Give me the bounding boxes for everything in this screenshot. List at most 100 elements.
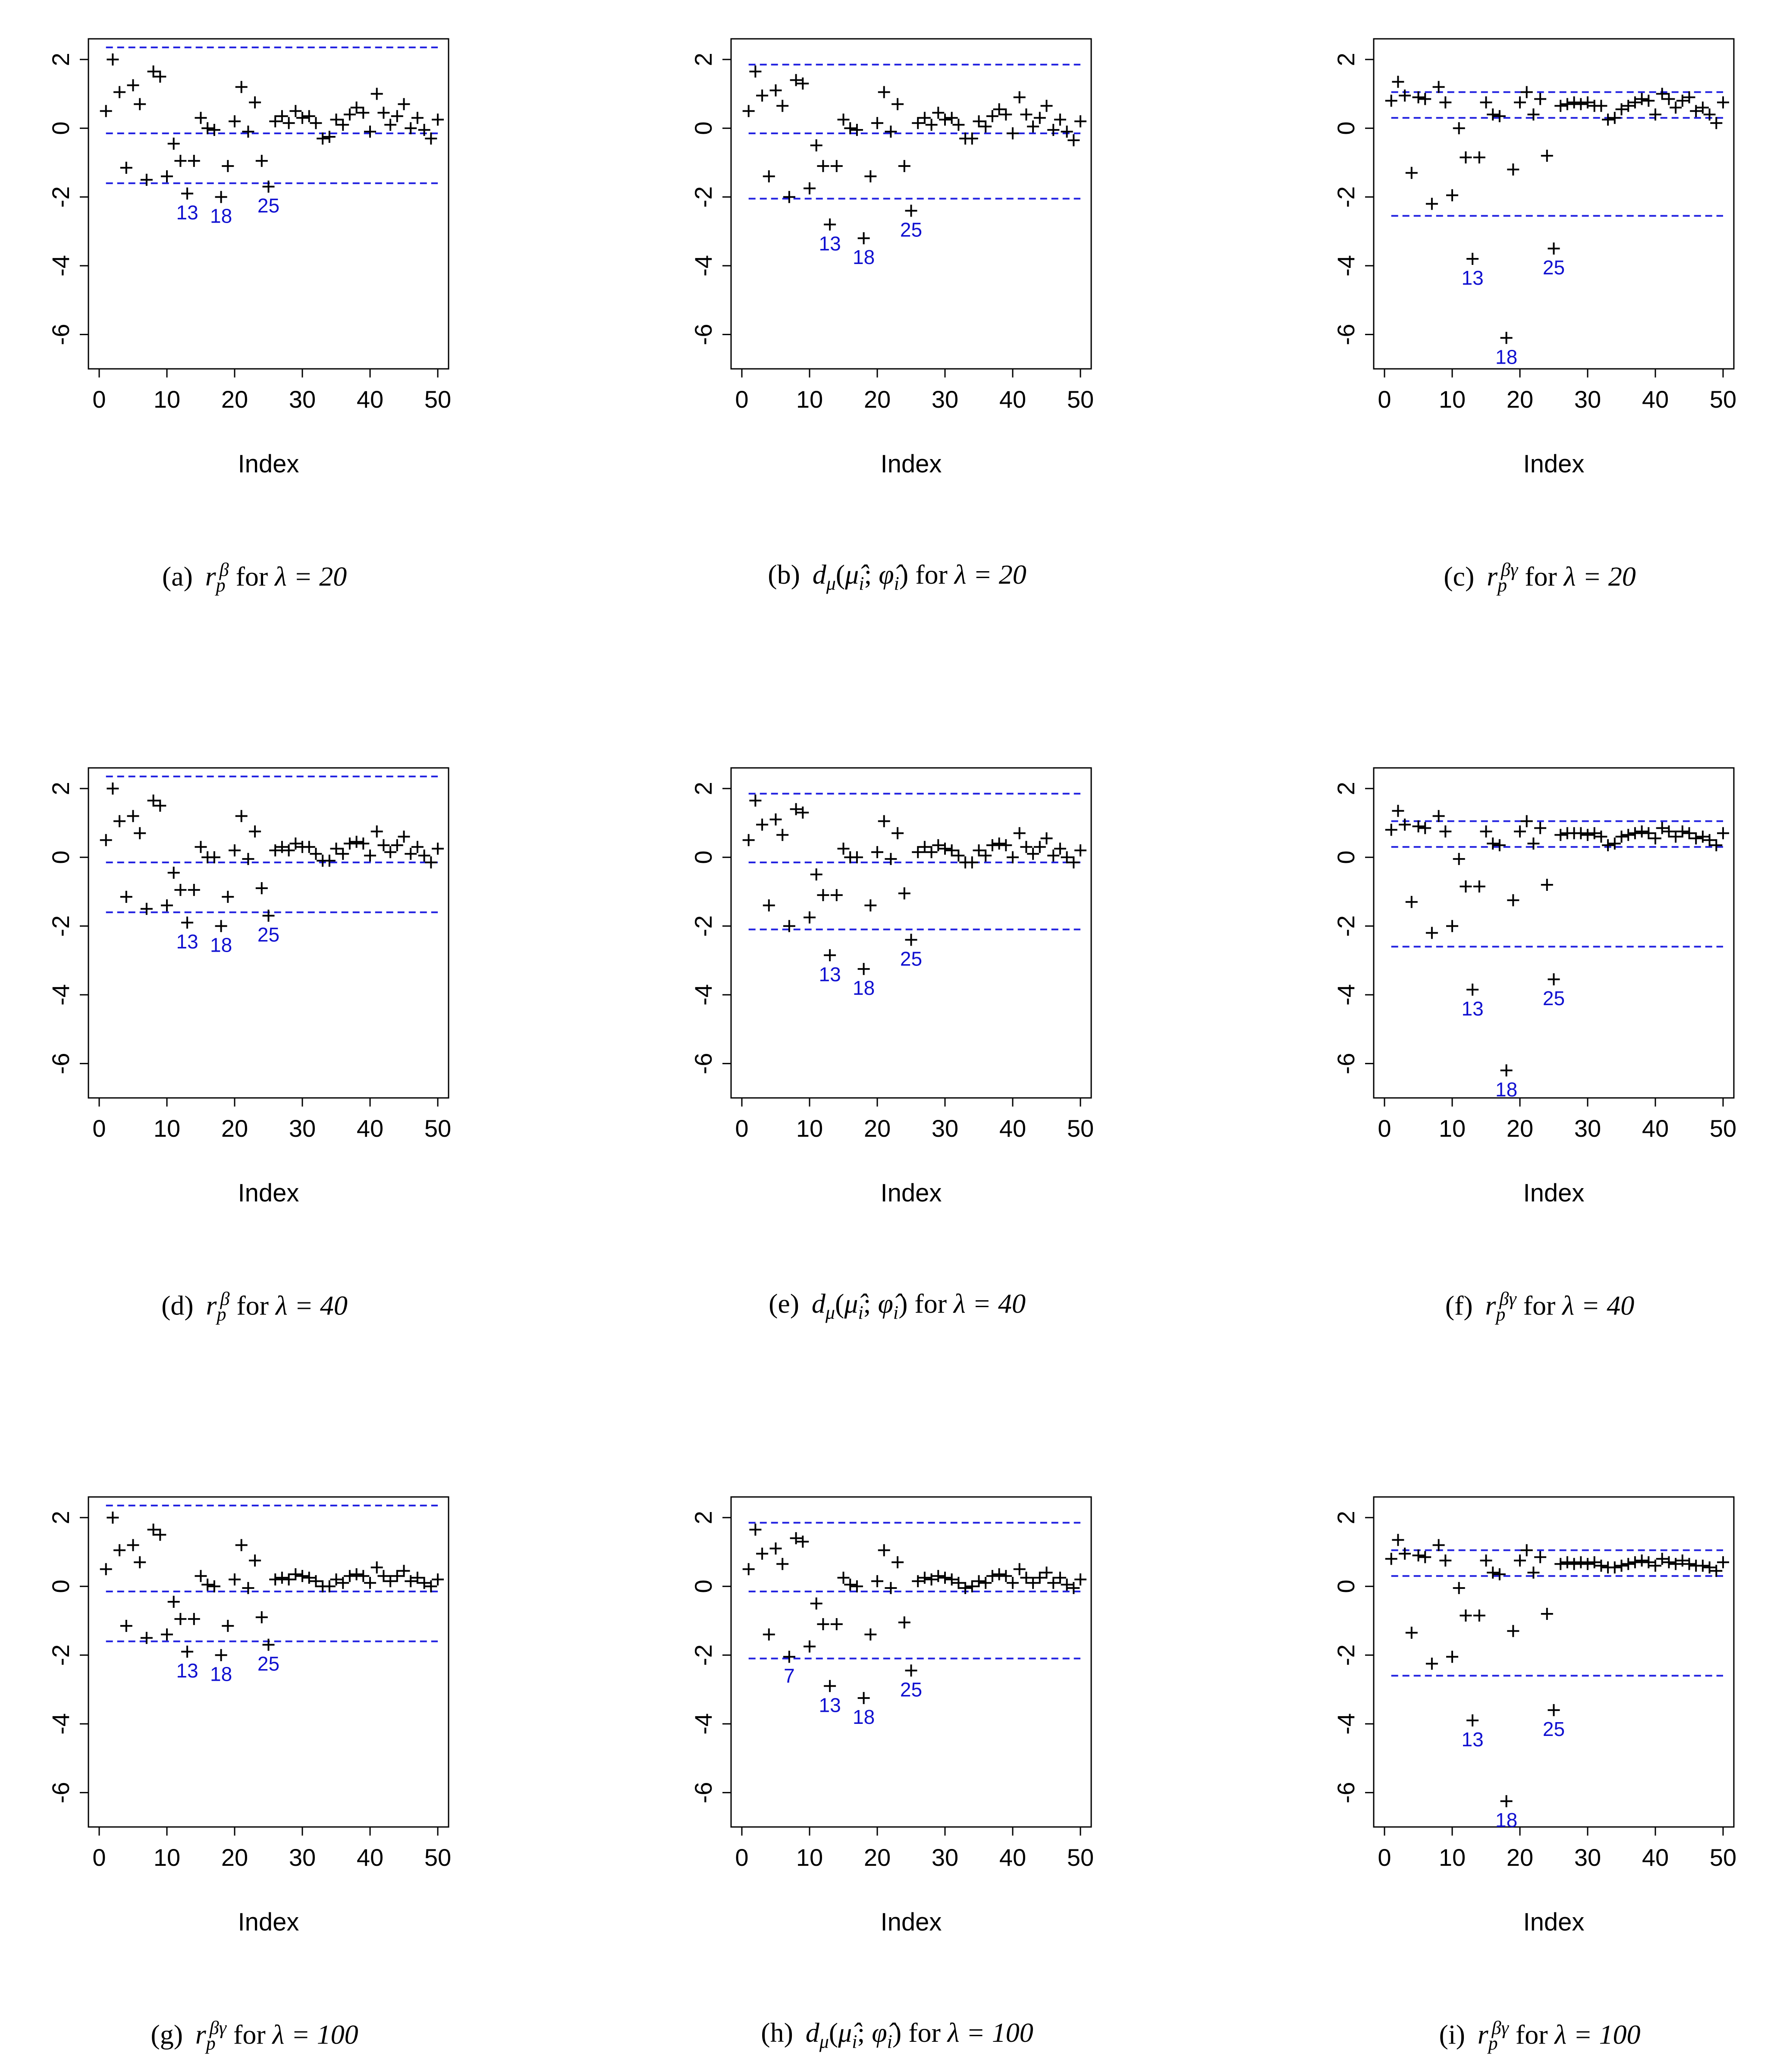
data-point — [1670, 1558, 1682, 1570]
data-point — [1412, 91, 1425, 104]
x-tick-label: 0 — [92, 1115, 106, 1142]
data-point — [1027, 120, 1039, 133]
data-point — [810, 1597, 823, 1610]
x-tick-label: 40 — [999, 386, 1026, 413]
data-point — [127, 1539, 139, 1551]
x-tick-label: 0 — [1378, 1844, 1391, 1871]
data-point — [195, 112, 207, 124]
x-axis-title: Index — [1523, 450, 1585, 478]
data-point — [1520, 1544, 1533, 1556]
data-point — [1676, 825, 1689, 838]
x-tick-label: 10 — [796, 1115, 823, 1142]
x-tick-label: 20 — [864, 1844, 891, 1871]
data-point — [174, 154, 187, 167]
y-tick-label: 0 — [690, 851, 717, 864]
data-point — [1054, 1572, 1066, 1584]
y-tick-label: 0 — [47, 122, 74, 135]
data-point — [1676, 1554, 1689, 1567]
data-point — [1561, 98, 1573, 110]
data-point — [885, 126, 897, 138]
data-point — [769, 813, 782, 826]
data-point — [979, 120, 992, 133]
data-point — [1696, 1560, 1709, 1572]
data-point — [181, 1645, 194, 1658]
y-tick-label: -2 — [690, 915, 717, 937]
x-tick-label: 0 — [735, 386, 748, 413]
data-point — [1656, 1553, 1668, 1565]
data-point — [134, 827, 146, 839]
x-tick-label: 50 — [424, 1115, 451, 1142]
data-point — [1453, 122, 1465, 135]
data-point — [120, 890, 132, 903]
caption-for: for — [229, 1290, 276, 1321]
data-point — [1074, 844, 1086, 857]
data-point — [837, 843, 850, 855]
data-point — [837, 1572, 850, 1584]
data-point — [898, 160, 910, 172]
y-tick-label: 0 — [1332, 1580, 1359, 1593]
data-point — [276, 110, 288, 123]
data-point — [140, 173, 153, 186]
x-tick-label: 50 — [424, 1844, 451, 1871]
data-point — [830, 160, 843, 172]
data-point — [269, 844, 282, 857]
outlier-label: 18 — [210, 205, 232, 227]
data-point — [925, 1573, 938, 1586]
x-tick-label: 40 — [1642, 1844, 1669, 1871]
x-tick-label: 50 — [1067, 1844, 1094, 1871]
data-point — [134, 98, 146, 110]
panel-caption: (b) dμ(μ̂i; φ̂i) for λ = 20 — [660, 559, 1134, 594]
data-point — [1656, 822, 1668, 834]
data-point — [1067, 856, 1080, 869]
data-point — [1520, 86, 1533, 98]
data-point — [810, 139, 823, 152]
data-point — [107, 1511, 119, 1524]
data-point — [797, 77, 809, 90]
data-point — [1054, 113, 1066, 126]
data-point — [1507, 894, 1519, 906]
data-point — [343, 108, 356, 121]
data-point — [885, 1582, 897, 1594]
chart-panel: 0 10 20 30 40 50 -6 -4 -2 0 2 Index 13 18 25 (e) dμ(μ̂i… — [660, 753, 1134, 1323]
data-point — [1703, 834, 1716, 846]
data-point — [154, 70, 166, 83]
data-point — [1588, 1556, 1601, 1569]
data-point — [912, 117, 924, 129]
data-point — [783, 191, 795, 203]
data-point — [120, 1619, 132, 1632]
data-point — [289, 105, 302, 117]
data-point — [871, 117, 883, 129]
data-point — [120, 161, 132, 174]
x-tick-label: 20 — [221, 386, 248, 413]
data-point — [1676, 94, 1689, 107]
data-point — [1432, 810, 1445, 822]
data-point — [1453, 1582, 1465, 1594]
scatter-plot: 0 10 20 30 40 50 -6 -4 -2 0 2 Index 13 18 25 — [47, 1496, 451, 1936]
data-point — [330, 1573, 342, 1586]
data-point — [167, 1596, 180, 1608]
data-point — [1527, 837, 1540, 850]
data-point — [1500, 1064, 1513, 1077]
data-point — [147, 65, 160, 78]
x-tick-label: 50 — [1067, 1115, 1094, 1142]
statistic-symbol: dμ(μ̂i; φ̂i) — [805, 2017, 902, 2052]
data-point — [370, 1561, 383, 1574]
data-point — [134, 1556, 146, 1569]
x-tick-label: 10 — [1439, 1115, 1466, 1142]
data-point — [1575, 1556, 1587, 1569]
y-tick-label: 2 — [47, 1511, 74, 1524]
y-tick-label: -6 — [690, 1782, 717, 1803]
data-point — [1439, 1554, 1452, 1567]
x-tick-label: 20 — [864, 1115, 891, 1142]
data-point — [1466, 253, 1479, 265]
data-point — [1432, 81, 1445, 93]
data-point — [1425, 1657, 1438, 1670]
data-point — [939, 113, 951, 126]
x-axis-title: Index — [881, 1908, 942, 1936]
x-tick-label: 10 — [154, 386, 180, 413]
scatter-plot: 0 10 20 30 40 50 -6 -4 -2 0 2 Index 7 13 18 25 — [690, 1496, 1094, 1936]
data-point — [1013, 827, 1026, 839]
data-point — [892, 98, 904, 110]
data-point — [1425, 927, 1438, 939]
data-point — [1020, 1572, 1033, 1584]
